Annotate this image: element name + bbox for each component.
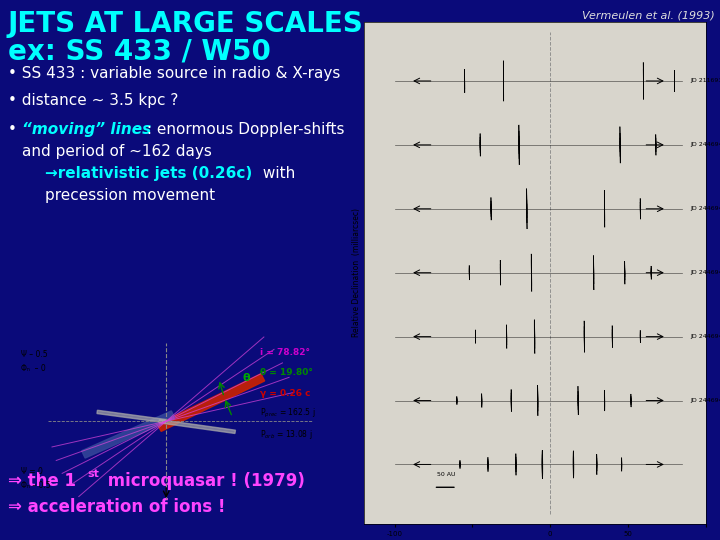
Text: Ψ = 0: Ψ = 0 [22,467,43,476]
Text: Ψ – 0.5: Ψ – 0.5 [22,350,48,360]
FancyArrow shape [159,420,235,434]
Text: γ = 0.26 c: γ = 0.26 c [260,389,310,398]
Text: JD 2446944.8: JD 2446944.8 [690,270,720,275]
Text: ⇒ the 1: ⇒ the 1 [8,472,76,490]
Text: Φₙ  – 0: Φₙ – 0 [22,363,46,373]
Text: →relativistic jets (0.26c): →relativistic jets (0.26c) [45,166,252,181]
Text: • distance ~ 3.5 kpc ?: • distance ~ 3.5 kpc ? [8,93,179,108]
Text: JD 2446940.5: JD 2446940.5 [690,334,720,339]
Text: precession movement: precession movement [45,188,215,203]
Y-axis label: Relative Declination  (milliarcsec): Relative Declination (milliarcsec) [352,208,361,337]
Text: JD 2446948.6: JD 2446948.6 [690,398,720,403]
Text: with: with [258,166,295,181]
Text: : enormous Doppler-shifts: : enormous Doppler-shifts [142,122,344,137]
Text: 50 AU: 50 AU [437,472,455,477]
Text: microquasar ! (1979): microquasar ! (1979) [102,472,305,490]
Text: ⇒ acceleration of ions !: ⇒ acceleration of ions ! [8,498,225,516]
Text: Vermeulen et al. (1993): Vermeulen et al. (1993) [582,10,715,20]
Text: Φₙ – 0.5: Φₙ – 0.5 [22,481,51,490]
FancyArrow shape [97,410,166,423]
Text: i = 78.82°: i = 78.82° [260,348,310,357]
Text: ex: SS 433 / W50: ex: SS 433 / W50 [8,37,271,65]
Text: and period of ~162 days: and period of ~162 days [22,144,212,159]
Text: • SS 433 : variable source in radio & X-rays: • SS 433 : variable source in radio & X-… [8,66,341,81]
Text: “moving” lines: “moving” lines [22,122,151,137]
FancyArrow shape [158,374,265,431]
Text: θ: θ [242,373,250,383]
FancyArrow shape [81,411,175,458]
Text: st: st [87,469,99,479]
Text: JETS AT LARGE SCALES: JETS AT LARGE SCALES [8,10,364,38]
Text: P$_{prec}$ = 162.5 j: P$_{prec}$ = 162.5 j [260,407,316,420]
Text: JD 2446940.5: JD 2446940.5 [690,143,720,147]
Text: JD 2446942.6: JD 2446942.6 [690,206,720,211]
Text: θ = 19.80°: θ = 19.80° [260,368,313,377]
Text: •: • [8,122,22,137]
Text: P$_{orb}$ = 13.08 j: P$_{orb}$ = 13.08 j [260,428,312,441]
Text: JD 2116938.9: JD 2116938.9 [690,78,720,84]
